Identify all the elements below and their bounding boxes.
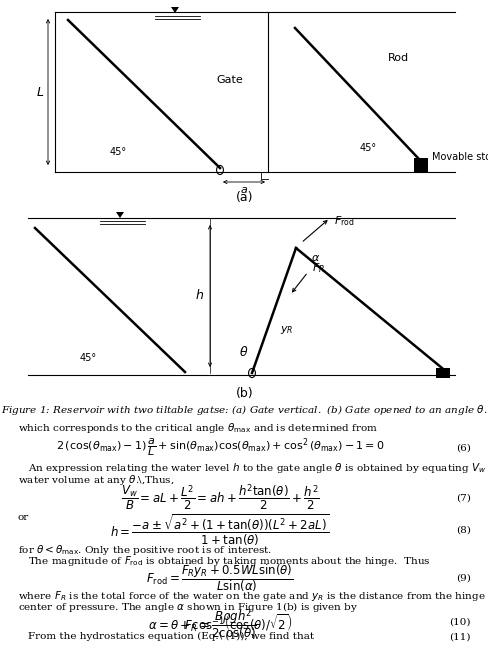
Text: water volume at any $\theta$.\,Thus,: water volume at any $\theta$.\,Thus,: [18, 473, 174, 487]
Text: $F_{\mathrm{rod}}$: $F_{\mathrm{rod}}$: [333, 214, 354, 228]
Text: Gate: Gate: [216, 75, 243, 85]
Text: $y_R$: $y_R$: [280, 324, 293, 336]
Text: for $\theta < \theta_{\mathrm{max}}$. Only the positive root is of interest.: for $\theta < \theta_{\mathrm{max}}$. On…: [18, 543, 272, 557]
Text: An expression relating the water level $h$ to the gate angle $\theta$ is obtaine: An expression relating the water level $…: [28, 461, 488, 475]
Polygon shape: [435, 368, 449, 378]
Text: (8): (8): [455, 526, 470, 535]
Polygon shape: [116, 212, 124, 218]
Text: $F_{\mathrm{rod}} = \dfrac{F_R y_R + 0.5WL\sin(\theta)}{L\sin(\alpha)}$: $F_{\mathrm{rod}} = \dfrac{F_R y_R + 0.5…: [146, 562, 293, 594]
Text: or: or: [18, 513, 29, 522]
Polygon shape: [171, 7, 179, 13]
Text: (7): (7): [455, 494, 470, 502]
Text: 45°: 45°: [109, 147, 126, 157]
Text: 45°: 45°: [359, 143, 376, 153]
Text: (a): (a): [236, 192, 253, 205]
Text: (6): (6): [455, 443, 470, 452]
Text: $F_R$: $F_R$: [311, 261, 325, 275]
Text: $\dfrac{V_w}{B} = aL + \dfrac{L^2}{2} = ah + \dfrac{h^2\tan(\theta)}{2} + \dfrac: $\dfrac{V_w}{B} = aL + \dfrac{L^2}{2} = …: [121, 483, 319, 513]
Text: Figure 1: Reservoir with two tiltable gatse: (a) Gate vertical.  (b) Gate opened: Figure 1: Reservoir with two tiltable ga…: [0, 403, 487, 417]
Text: 45°: 45°: [79, 353, 96, 363]
Text: (11): (11): [448, 632, 470, 642]
Text: $a$: $a$: [240, 185, 247, 195]
Text: $\theta$: $\theta$: [239, 345, 248, 359]
Text: $h$: $h$: [195, 288, 204, 302]
Text: Rod: Rod: [387, 53, 408, 63]
Text: (10): (10): [448, 618, 470, 627]
Text: which corresponds to the critical angle $\theta_{\mathrm{max}}$ and is determine: which corresponds to the critical angle …: [18, 421, 378, 435]
Polygon shape: [413, 158, 427, 172]
Text: $F_R = \dfrac{B\rho g h^2}{2\cos(\theta)}$: $F_R = \dfrac{B\rho g h^2}{2\cos(\theta)…: [183, 607, 256, 642]
Text: where $F_R$ is the total force of the water on the gate and $y_R$ is the distanc: where $F_R$ is the total force of the wa…: [18, 589, 488, 603]
Text: center of pressure. The angle $\alpha$ shown in Figure 1(b) is given by: center of pressure. The angle $\alpha$ s…: [18, 600, 358, 614]
Text: $L$: $L$: [36, 86, 44, 98]
Text: (9): (9): [455, 573, 470, 583]
Text: (b): (b): [236, 386, 253, 400]
Text: Movable stop: Movable stop: [431, 152, 488, 162]
Text: From the hydrostatics equation (Eq.\ (1)), we find that: From the hydrostatics equation (Eq.\ (1)…: [28, 631, 313, 641]
Text: $h = \dfrac{-a \pm \sqrt{a^2 + (1 + \tan(\theta))(L^2 + 2aL)}}{1 + \tan(\theta)}: $h = \dfrac{-a \pm \sqrt{a^2 + (1 + \tan…: [110, 513, 329, 548]
Text: $\alpha$: $\alpha$: [311, 253, 320, 263]
Text: $2\,(\cos(\theta_{\mathrm{max}}) - 1)\,\dfrac{a}{L} + \sin(\theta_{\mathrm{max}}: $2\,(\cos(\theta_{\mathrm{max}}) - 1)\,\…: [56, 437, 384, 459]
Text: $\alpha = \theta + \cos^{-1}\!\left(\cos(\theta)/\sqrt{2}\right)$: $\alpha = \theta + \cos^{-1}\!\left(\cos…: [147, 612, 292, 632]
Text: The magnitude of $F_{\mathrm{rod}}$ is obtained by taking moments about the hing: The magnitude of $F_{\mathrm{rod}}$ is o…: [28, 554, 430, 568]
